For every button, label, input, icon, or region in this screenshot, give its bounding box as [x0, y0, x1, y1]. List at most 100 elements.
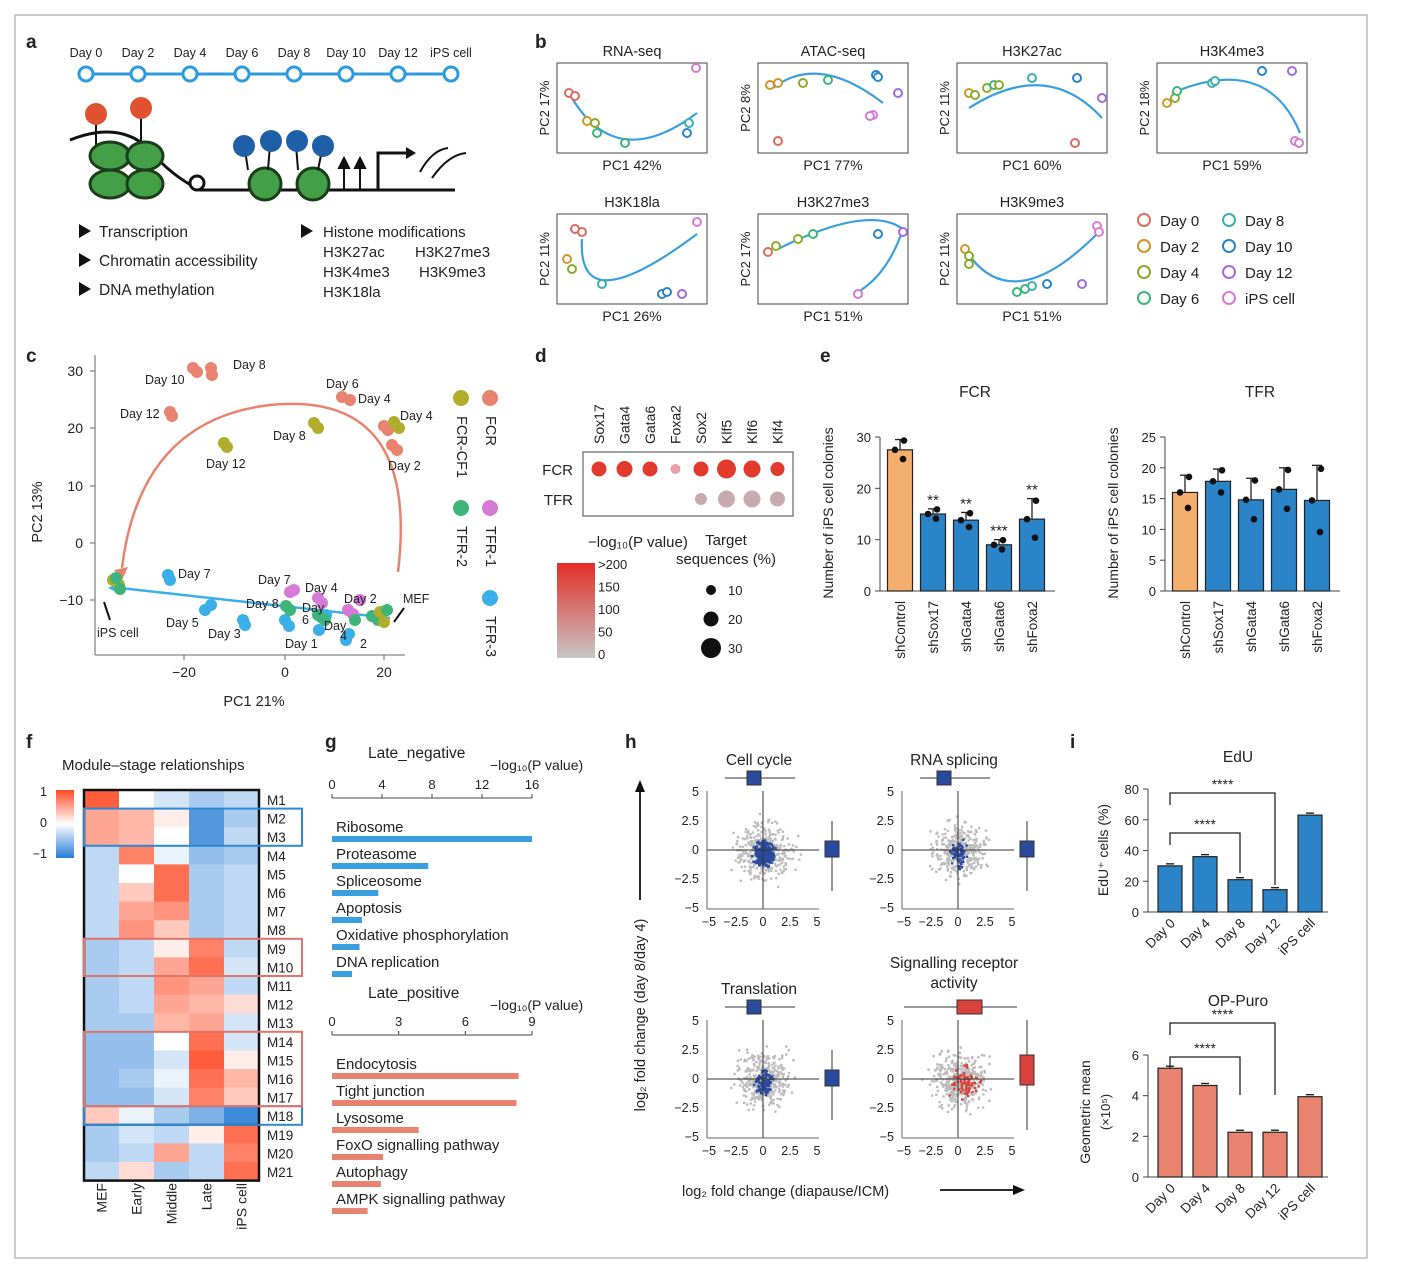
- gene-point: [755, 1069, 758, 1073]
- gene-point: [944, 832, 947, 836]
- trajectory-arrow: [777, 219, 905, 293]
- gene-point: [965, 866, 969, 869]
- gene-point: [977, 857, 981, 860]
- gene-point: [972, 838, 975, 842]
- gene-point-highlighted: [756, 852, 760, 856]
- gene-point: [947, 1063, 950, 1067]
- gene-point: [781, 830, 785, 834]
- legend-marker: [1137, 291, 1151, 305]
- plot-frame: [1156, 62, 1308, 154]
- gene-point: [960, 1075, 964, 1079]
- gene-point: [742, 1088, 746, 1091]
- gene-point: [939, 854, 942, 858]
- gene-point-highlighted: [763, 1084, 766, 1087]
- gene-point: [747, 870, 750, 873]
- significance-label: ****: [1194, 1040, 1216, 1056]
- plot-title: H3K27me3: [797, 195, 870, 211]
- gene-point: [961, 1065, 965, 1068]
- gene-point: [755, 1082, 759, 1086]
- colorbar-tick-label: 50: [598, 625, 612, 640]
- trajectory-arrow: [580, 233, 698, 282]
- sample-point: [391, 444, 403, 456]
- gene-label: Klf5: [719, 420, 735, 444]
- gene-point-highlighted: [964, 1084, 968, 1087]
- legend-label: Day 4: [1160, 265, 1199, 282]
- gene-point: [748, 860, 751, 863]
- heatmap-cell: [224, 1013, 260, 1033]
- bar: [1237, 499, 1265, 592]
- enrichment-bar: [332, 1127, 419, 1133]
- gene-point-highlighted: [964, 1076, 968, 1079]
- heatmap-cell: [84, 808, 120, 828]
- gene-point: [738, 1049, 741, 1052]
- gene-point: [760, 866, 763, 869]
- gene-point: [940, 1104, 943, 1107]
- gene-point: [960, 834, 963, 837]
- fcr-trajectory-arrow: [120, 402, 403, 573]
- y-tick-label: 25: [1142, 430, 1156, 445]
- gene-point: [938, 1063, 941, 1067]
- size-legend-dot: [701, 638, 721, 658]
- gene-point: [745, 1059, 748, 1062]
- y-tick-label: 2: [1132, 1129, 1139, 1144]
- gene-point: [953, 826, 957, 830]
- gene-point: [953, 840, 957, 843]
- sample-point: [381, 604, 393, 616]
- timeline-label: Day 8: [278, 46, 311, 60]
- gene-point-highlighted: [759, 842, 762, 846]
- gene-point: [749, 1098, 753, 1102]
- gene-point-highlighted: [768, 1074, 771, 1077]
- legend-label: TFR-1: [482, 526, 498, 567]
- gene-point: [775, 865, 778, 868]
- gene-point-highlighted: [962, 856, 965, 859]
- gene-point-highlighted: [771, 845, 775, 848]
- gene-point: [928, 864, 932, 868]
- gene-point: [952, 1079, 955, 1082]
- stage-label: Late: [199, 1183, 215, 1210]
- heatmap-cell: [154, 883, 190, 903]
- gene-point: [759, 1072, 762, 1076]
- gene-point: [982, 1076, 985, 1079]
- gene-point: [956, 1061, 959, 1064]
- gene-point: [742, 1094, 746, 1097]
- gene-point: [979, 851, 982, 854]
- heatmap-cell: [84, 920, 120, 940]
- point-label: Day 2: [388, 459, 421, 473]
- gene-point: [781, 1073, 785, 1076]
- gene-point-highlighted: [757, 850, 761, 854]
- gene-point: [940, 1068, 943, 1071]
- enrichment-dot: [670, 464, 681, 474]
- gene-point: [766, 1055, 770, 1058]
- trajectory-arrow: [772, 72, 884, 104]
- gene-point-highlighted: [965, 1093, 969, 1096]
- gene-point: [940, 1082, 944, 1085]
- gene-point: [931, 852, 934, 856]
- boxplot-box: [1019, 1054, 1035, 1086]
- gene-point-highlighted: [965, 1087, 969, 1090]
- module-label: M11: [267, 979, 292, 994]
- gene-point: [772, 1070, 775, 1074]
- gene-point: [744, 850, 747, 853]
- gene-point: [980, 1075, 983, 1078]
- gene-point: [763, 872, 766, 875]
- gene-point: [950, 854, 953, 858]
- y-axis-label: (×10⁵): [1098, 1094, 1113, 1130]
- module-label: M7: [267, 905, 286, 920]
- legend-label: TFR-2: [453, 526, 469, 567]
- gene-point-highlighted: [760, 853, 763, 857]
- gene-point: [938, 1100, 941, 1104]
- legend-label: Day 2: [1160, 239, 1199, 256]
- gene-point: [784, 863, 788, 866]
- gene-point: [760, 865, 764, 868]
- sample-point: [164, 574, 176, 586]
- sample-point: [1172, 86, 1182, 96]
- heatmap-cell: [119, 1069, 155, 1089]
- gene-point: [954, 1078, 958, 1082]
- gene-point: [770, 1071, 774, 1074]
- sample-point: [191, 366, 203, 378]
- y-tick-label: −2.5: [674, 1101, 699, 1115]
- heatmap-cell: [119, 790, 155, 810]
